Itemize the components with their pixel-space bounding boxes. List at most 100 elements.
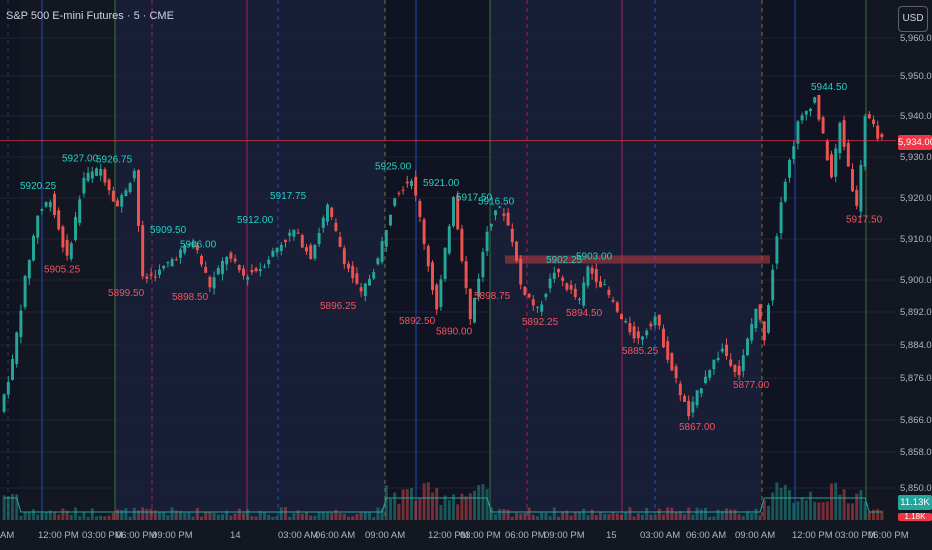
- volume-bar: [741, 516, 745, 520]
- candle-body: [872, 119, 875, 125]
- high-label: 5916.50: [478, 196, 515, 207]
- candle-body: [2, 394, 6, 412]
- volume-bar: [452, 494, 455, 520]
- volume-bar: [254, 516, 258, 520]
- volume-bar: [561, 511, 565, 520]
- candle-body: [653, 316, 657, 326]
- candle-body: [846, 142, 850, 167]
- candle-body: [674, 366, 678, 379]
- high-label: 5906.00: [180, 239, 217, 250]
- volume-bar: [792, 502, 796, 520]
- candle-body: [216, 268, 220, 275]
- candle-body: [758, 304, 762, 320]
- session-shade: [762, 0, 867, 520]
- resistance-zone: [505, 255, 770, 264]
- candle-body: [90, 171, 94, 179]
- volume-bar: [90, 508, 94, 520]
- volume-bar: [86, 516, 90, 520]
- volume-bar: [615, 513, 619, 520]
- volume-bar: [477, 485, 481, 520]
- candle-body: [498, 206, 502, 208]
- candle-body: [128, 183, 132, 193]
- volume-bar: [729, 509, 733, 520]
- candle-body: [174, 259, 178, 261]
- candle-body: [708, 370, 712, 378]
- candles: [2, 94, 884, 420]
- time-tick-label: 09:00 AM: [735, 530, 775, 541]
- high-label: 5944.50: [811, 82, 848, 93]
- low-label: 5890.00: [436, 326, 473, 337]
- candle-body: [485, 231, 489, 252]
- candle-body: [594, 268, 598, 283]
- candle-body: [99, 168, 103, 176]
- candle-body: [716, 357, 720, 360]
- low-label: 5894.50: [566, 308, 603, 319]
- volume-bar: [645, 507, 649, 520]
- volume-bar: [305, 511, 308, 520]
- volume-bar: [321, 512, 325, 520]
- volume-bottom-badge: 1.18K: [898, 513, 932, 521]
- candle-body: [636, 331, 640, 339]
- candle-body: [523, 286, 527, 295]
- candle-body: [275, 247, 279, 253]
- candle-body: [48, 202, 52, 208]
- volume-bar: [288, 516, 292, 520]
- volume-bar: [195, 507, 199, 520]
- volume-bar: [36, 514, 40, 520]
- candle-body: [548, 278, 552, 289]
- low-label: 5885.25: [622, 346, 659, 357]
- volume-bar: [162, 512, 166, 520]
- candle-body: [456, 195, 460, 230]
- candle-body: [326, 204, 329, 222]
- volume-bar: [426, 482, 430, 520]
- candle-body: [628, 323, 632, 333]
- candle-body: [317, 233, 321, 245]
- price-tick-label: 5,950.00: [900, 71, 932, 82]
- volume-bar: [485, 489, 489, 520]
- volume-bar: [825, 501, 829, 520]
- volume-bar: [859, 490, 863, 520]
- candle-body: [582, 282, 586, 306]
- volume-bar: [69, 514, 73, 520]
- price-axis[interactable]: 5,960.00 5,950.00 5,940.00 5,930.00 5,920.00…: [896, 0, 932, 520]
- candle-body: [607, 289, 611, 295]
- candle-body: [120, 195, 124, 207]
- volume-bar: [468, 493, 472, 520]
- volume-bar: [32, 509, 35, 520]
- candle-body: [380, 241, 384, 262]
- volume-bar: [95, 516, 98, 520]
- candle-body: [149, 274, 153, 276]
- volume-bar: [447, 500, 451, 520]
- volume-bar: [708, 516, 712, 520]
- candle-body: [372, 272, 376, 279]
- candle-body: [590, 267, 594, 274]
- candle-body: [36, 215, 40, 238]
- overnight-shade: [115, 0, 385, 520]
- volume-bar: [548, 516, 552, 520]
- candle-body: [611, 299, 615, 302]
- volume-bar: [569, 515, 573, 520]
- volume-bar: [657, 508, 661, 520]
- volume-bar: [40, 512, 44, 520]
- candle-body: [208, 276, 212, 288]
- session-shade: [0, 0, 20, 520]
- volume-bar: [641, 514, 644, 520]
- price-tick-label: 5,920.00: [900, 193, 932, 204]
- candle-body: [741, 355, 745, 372]
- candle-body: [132, 170, 136, 179]
- volume-bar: [393, 492, 397, 520]
- candle-body: [246, 277, 250, 280]
- volume-bar: [872, 509, 875, 520]
- volume-bar: [116, 509, 119, 520]
- volume-bar: [876, 509, 880, 520]
- volume-bar: [695, 507, 699, 520]
- currency-button[interactable]: USD: [898, 6, 928, 32]
- high-label: 5903.00: [576, 252, 613, 263]
- volume-bar: [153, 510, 157, 520]
- time-tick-label: 12:00 PM: [792, 530, 833, 541]
- price-tick-label: 5,850.00: [900, 483, 932, 494]
- volume-bar: [191, 516, 195, 520]
- volume-bar: [107, 515, 111, 520]
